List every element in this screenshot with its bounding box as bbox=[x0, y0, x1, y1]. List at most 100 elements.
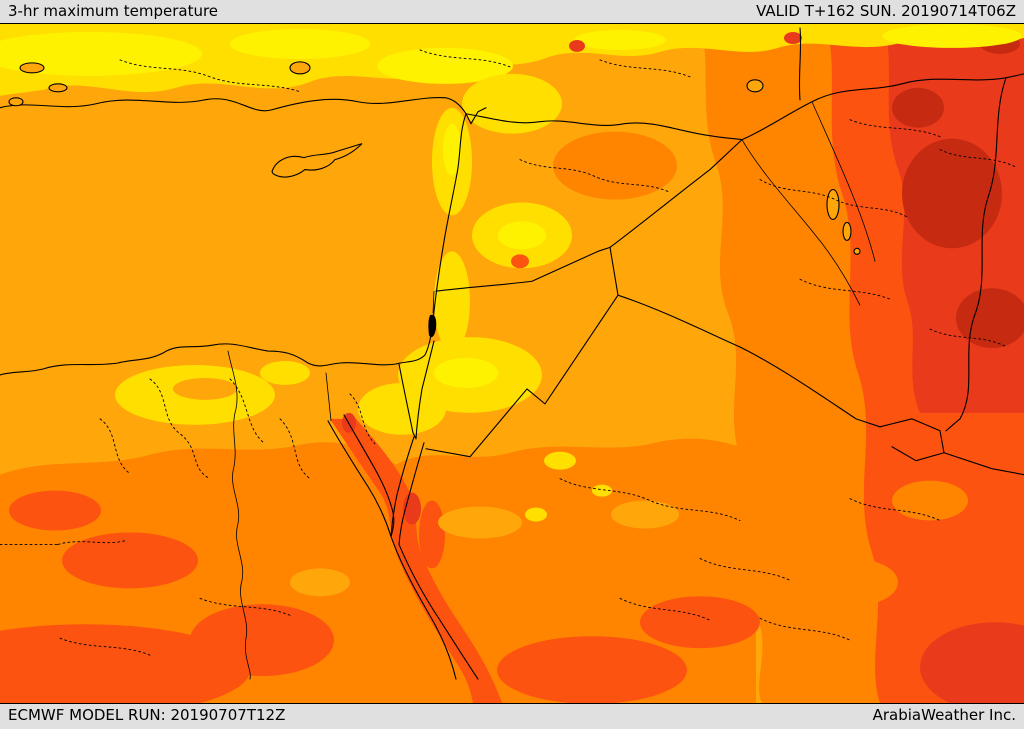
temp-bright-3 bbox=[377, 47, 513, 84]
temperature-map-svg bbox=[0, 24, 1024, 703]
dotted-saudi-5 bbox=[759, 617, 851, 641]
gulf-of-aqaba-east bbox=[398, 442, 425, 546]
border-iraq-saudi bbox=[617, 294, 881, 428]
suez-canal bbox=[325, 372, 332, 422]
dotted-sinai bbox=[349, 393, 376, 445]
temp-spot-damascus bbox=[511, 254, 529, 269]
coastline-iskenderun-bay bbox=[465, 107, 487, 125]
border-israel-jordan bbox=[415, 340, 435, 440]
border-iraq-iran bbox=[945, 77, 1007, 432]
aegean-island-1 bbox=[19, 62, 45, 74]
temp-patch-bl-2 bbox=[190, 604, 334, 677]
lake-tuz bbox=[289, 61, 311, 75]
temp-bright-4 bbox=[574, 29, 666, 50]
temp-patch-bm-2 bbox=[640, 596, 760, 649]
dotted-sudan-2 bbox=[199, 597, 291, 616]
dotted-egypt-4 bbox=[99, 418, 131, 475]
dotted-turkey-4 bbox=[849, 119, 941, 138]
dotted-saudi-1 bbox=[559, 478, 741, 521]
temp-bright-levant bbox=[443, 123, 461, 176]
temp-streak-red-sea bbox=[330, 418, 502, 703]
dead-sea bbox=[428, 314, 437, 338]
border-saudi-gulf bbox=[943, 452, 1024, 476]
aegean-island-3 bbox=[8, 97, 24, 107]
border-egypt-israel bbox=[398, 363, 417, 440]
dotted-iraq-2 bbox=[799, 278, 891, 300]
temp-yellow-border-dip bbox=[462, 73, 562, 134]
temp-yellow-saudi-2 bbox=[525, 507, 547, 522]
temp-yellow-saudi-1 bbox=[544, 451, 576, 470]
border-turkey-iraq bbox=[741, 73, 1024, 141]
border-kuwait bbox=[879, 418, 945, 462]
dotted-turkey-2 bbox=[419, 49, 511, 68]
page-title: 3-hr maximum temperature bbox=[8, 2, 219, 20]
temp-mottle-south-2 bbox=[611, 500, 679, 529]
temp-yellow-levant-2 bbox=[434, 251, 470, 352]
temp-patch-egypt-1 bbox=[62, 532, 198, 589]
country-borders bbox=[398, 27, 1024, 476]
dotted-turkey-3 bbox=[599, 59, 691, 78]
dotted-iraq-1 bbox=[759, 179, 909, 218]
river-tigris bbox=[811, 101, 876, 262]
river-nile bbox=[227, 350, 251, 680]
temp-patch-egypt-2 bbox=[9, 490, 101, 531]
temp-yellow-sinai bbox=[358, 382, 446, 435]
model-run-label: ECMWF MODEL RUN: 20190707T12Z bbox=[8, 706, 286, 724]
dotted-saudi-2 bbox=[699, 557, 791, 581]
river-jordan bbox=[432, 290, 435, 314]
temp-patch-aqaba bbox=[419, 500, 445, 569]
map-area bbox=[0, 24, 1024, 703]
border-turkey-syria bbox=[465, 113, 743, 141]
lake-van bbox=[746, 79, 764, 93]
border-jordan-iraq bbox=[609, 246, 619, 296]
dotted-saudi-3 bbox=[619, 597, 711, 621]
cyprus-island bbox=[271, 143, 363, 178]
gulf-of-aqaba-west bbox=[390, 436, 415, 538]
border-syria-jordan bbox=[435, 246, 611, 292]
coastline-levant-egypt bbox=[0, 113, 467, 376]
dotted-sudan-1 bbox=[59, 637, 151, 656]
temp-patch-ne-syria bbox=[553, 131, 677, 200]
dotted-egypt-5 bbox=[279, 418, 311, 480]
temp-mottle-south-1 bbox=[438, 506, 522, 539]
temp-spot-top-1 bbox=[569, 39, 585, 52]
gulf-of-suez-west bbox=[327, 420, 392, 538]
temp-mottle-br-1 bbox=[806, 558, 898, 607]
dotted-boundaries bbox=[0, 49, 1016, 656]
temperature-field bbox=[0, 24, 1024, 703]
temp-patch-br-red bbox=[920, 622, 1024, 703]
temp-patch-dark-red-3 bbox=[892, 87, 944, 128]
temp-bright-5 bbox=[882, 24, 1022, 48]
temp-bright-1 bbox=[0, 31, 202, 76]
temp-patch-dark-red-2 bbox=[956, 288, 1024, 349]
temp-mottle-br-2 bbox=[892, 480, 968, 521]
border-jordan-saudi bbox=[425, 294, 619, 458]
coastline-turkey-south bbox=[0, 97, 467, 115]
valid-time-label: VALID T+162 SUN. 20190714T06Z bbox=[756, 2, 1016, 20]
dotted-turkey-1 bbox=[119, 59, 301, 93]
brand-label: ArabiaWeather Inc. bbox=[872, 706, 1016, 724]
river-euphrates bbox=[741, 139, 861, 306]
temp-yellow-saudi-3 bbox=[592, 484, 612, 497]
temp-patch-bm-1 bbox=[497, 636, 687, 703]
temp-spot-top-2 bbox=[784, 31, 802, 44]
dotted-syria bbox=[519, 159, 669, 192]
lake-habbaniyah bbox=[842, 221, 852, 241]
temp-patch-bl-1 bbox=[0, 624, 250, 703]
temp-patch-dark-red-1 bbox=[902, 138, 1002, 249]
dotted-egypt-1 bbox=[57, 540, 127, 545]
border-syria-iraq bbox=[609, 139, 743, 248]
lake-tharthar bbox=[826, 188, 840, 220]
red-sea-east-shore bbox=[398, 543, 479, 680]
red-sea-west-shore bbox=[390, 535, 457, 680]
border-turkey-north-branch bbox=[798, 27, 802, 101]
lake-razzaza bbox=[853, 247, 861, 255]
temp-mottle-south-3 bbox=[290, 568, 350, 597]
gulf-of-suez-east bbox=[343, 414, 395, 538]
aegean-island-2 bbox=[48, 83, 68, 93]
temp-bright-negev bbox=[434, 358, 498, 388]
dotted-saudi-4 bbox=[849, 498, 941, 521]
temp-spot-top-3 bbox=[861, 48, 875, 59]
temp-yellow-delta-e bbox=[260, 361, 310, 385]
